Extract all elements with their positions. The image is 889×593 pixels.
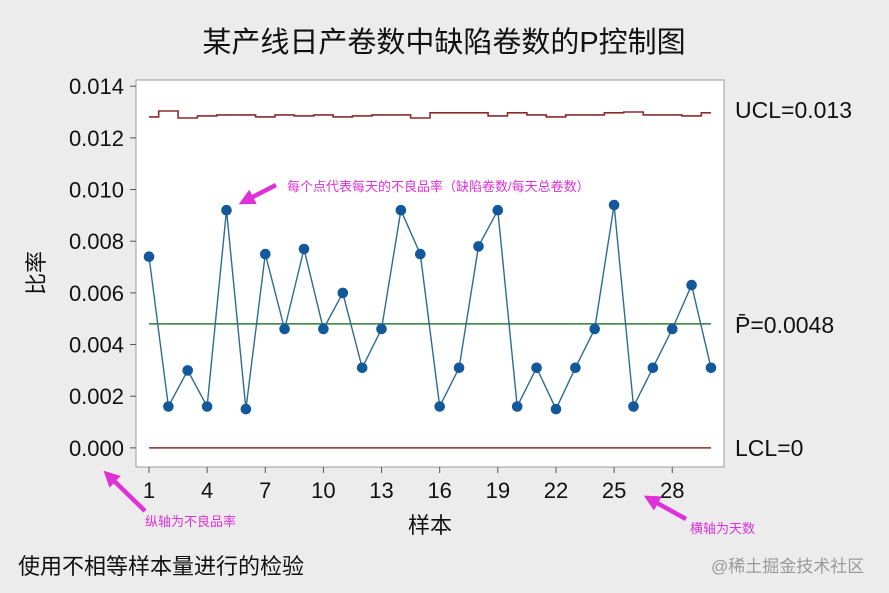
data-point-8 (279, 323, 290, 335)
data-point-3 (182, 365, 193, 376)
data-point-1 (143, 251, 155, 262)
y-tick-label: 0.010 (69, 177, 124, 202)
data-point-26 (628, 401, 639, 412)
data-point-17 (453, 362, 465, 374)
data-point-20 (511, 401, 523, 412)
data-point-9 (298, 243, 310, 255)
data-point-15 (415, 248, 426, 260)
annotations: 每个点代表每天的不良品率（缺陷卷数/每天总卷数） 纵轴为不良品率 横轴为天数 (103, 179, 755, 536)
p-series (143, 199, 717, 415)
control-limits (148, 110, 712, 449)
center-label: P̄=0.0048 (735, 312, 834, 338)
x-tick-label: 10 (311, 478, 335, 503)
data-point-12 (356, 362, 368, 374)
x-tick-label: 4 (201, 478, 213, 503)
x-tick-label: 7 (259, 478, 271, 503)
data-point-7 (260, 248, 271, 260)
y-tick-label: 0.008 (69, 229, 124, 254)
x-tick-label: 28 (660, 478, 684, 503)
data-point-5 (221, 204, 232, 216)
data-point-19 (492, 204, 504, 216)
chart-title: 某产线日产卷数中缺陷卷数的P控制图 (202, 26, 685, 59)
data-point-22 (550, 403, 562, 415)
x-axis-note: 横轴为天数 (690, 521, 755, 536)
data-point-28 (667, 323, 678, 335)
data-point-16 (434, 401, 446, 412)
arrow-to-point-icon (238, 182, 278, 205)
data-point-4 (201, 401, 213, 412)
point-rate-note: 每个点代表每天的不良品率（缺陷卷数/每天总卷数） (287, 179, 590, 194)
data-point-11 (337, 287, 349, 299)
ucl-line (149, 110, 711, 119)
data-point-21 (531, 362, 542, 374)
x-axis: 1 4 7 10 13 16 19 22 25 28 (143, 467, 684, 503)
data-point-14 (395, 204, 407, 216)
data-point-24 (589, 323, 600, 335)
y-tick-label: 0.000 (69, 436, 124, 461)
x-tick-label: 22 (544, 478, 568, 503)
x-axis-title: 样本 (408, 513, 452, 538)
y-tick-label: 0.014 (69, 74, 124, 99)
y-axis-note: 纵轴为不良品率 (145, 514, 236, 529)
y-tick-label: 0.002 (69, 384, 124, 409)
watermark: @稀土掘金技术社区 (711, 557, 864, 576)
data-point-13 (376, 323, 387, 335)
data-point-18 (473, 241, 484, 252)
arrow-to-y-axis-icon (103, 470, 147, 513)
ucl-label: UCL=0.013 (735, 97, 852, 123)
footnote: 使用不相等样本量进行的检验 (18, 554, 304, 579)
y-tick-label: 0.004 (69, 332, 124, 357)
data-point-2 (163, 401, 174, 412)
y-tick-label: 0.006 (69, 281, 124, 306)
arrow-to-x-axis-icon (643, 495, 688, 521)
lcl-label: LCL=0 (735, 435, 803, 461)
y-axis: 0.000 0.002 0.004 0.006 0.008 0.010 0.012 0.014 (69, 74, 136, 461)
data-point-30 (705, 362, 717, 374)
y-axis-title: 比率 (24, 251, 49, 295)
data-point-10 (318, 323, 329, 335)
x-tick-label: 16 (427, 478, 451, 503)
plot-area (135, 79, 725, 468)
data-point-27 (647, 362, 659, 374)
data-point-23 (570, 362, 581, 374)
x-tick-label: 1 (143, 478, 155, 503)
x-tick-label: 13 (369, 478, 393, 503)
p-series-line (148, 204, 712, 411)
data-point-25 (608, 199, 620, 211)
x-tick-label: 25 (602, 478, 626, 503)
data-point-29 (686, 279, 697, 291)
x-tick-label: 19 (486, 478, 510, 503)
data-point-6 (240, 403, 252, 415)
y-tick-label: 0.012 (69, 126, 124, 151)
